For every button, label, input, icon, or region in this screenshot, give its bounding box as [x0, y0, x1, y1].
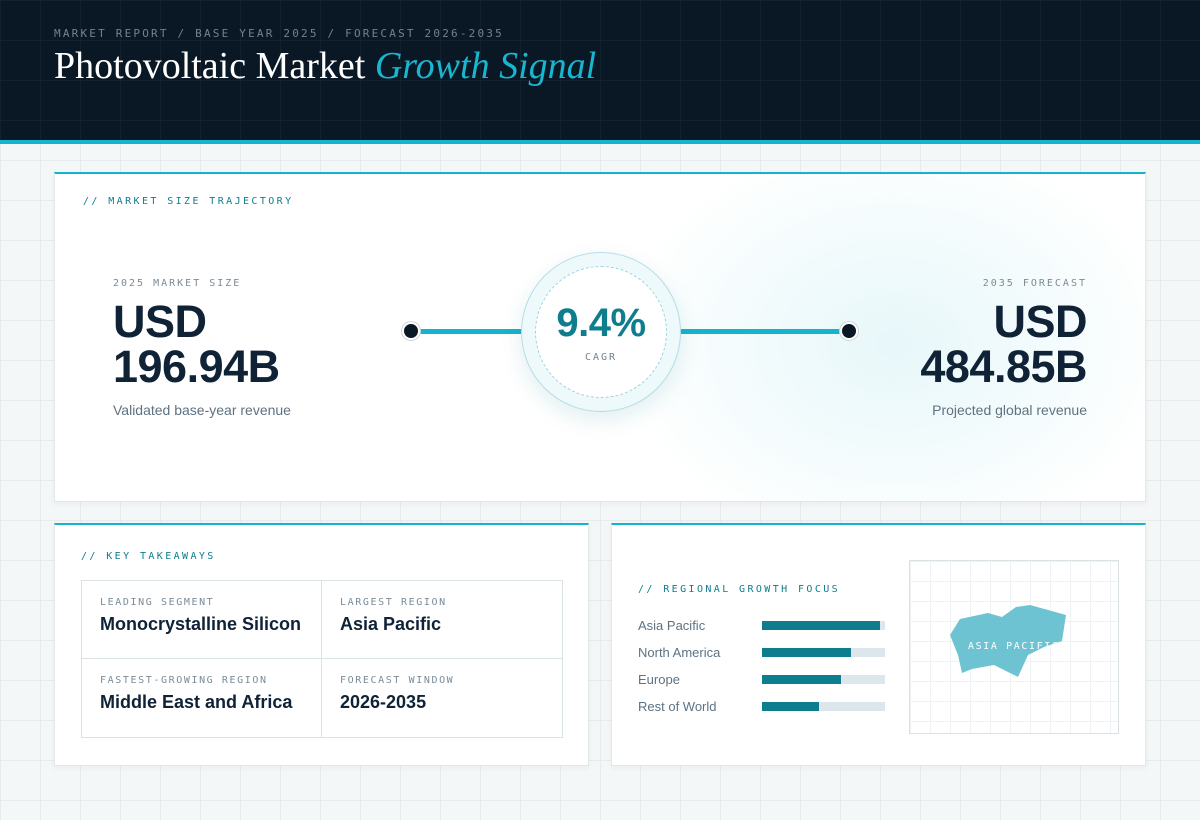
takeaway-value: Asia Pacific: [340, 614, 442, 634]
header-banner: MARKET REPORT / BASE YEAR 2025 / FORECAS…: [0, 0, 1200, 140]
takeaway-value: 2026-2035: [340, 692, 427, 712]
takeaway-leading-segment: LEADING SEGMENT Monocrystalline Silicon: [82, 581, 322, 659]
takeaway-label: LARGEST REGION: [340, 597, 447, 608]
takeaway-label: FORECAST WINDOW: [340, 675, 455, 686]
takeaway-fastest-growing-region: FASTEST-GROWING REGION Middle East and A…: [82, 659, 322, 737]
base-year-amount: 196.94B: [113, 341, 280, 392]
region-bar-track: [762, 702, 885, 711]
region-bar-fill: [762, 675, 841, 684]
region-bar-row: North America: [638, 639, 888, 666]
region-bar-fill: [762, 702, 819, 711]
cagr-badge: 9.4% CAGR: [521, 252, 681, 412]
breadcrumb: MARKET REPORT / BASE YEAR 2025 / FORECAS…: [54, 27, 504, 40]
base-year-note: Validated base-year revenue: [113, 402, 291, 418]
cagr-label: CAGR: [584, 352, 618, 363]
forecast-note: Projected global revenue: [932, 402, 1087, 418]
regional-bars: Asia Pacific North America Europe Rest of W…: [638, 612, 888, 720]
region-bar-fill: [762, 621, 881, 630]
forecast-currency: USD: [993, 296, 1087, 347]
forecast-value: USD 484.85B: [807, 299, 1087, 389]
region-bar-track: [762, 675, 885, 684]
base-year-label: 2025 MARKET SIZE: [113, 278, 242, 289]
base-year-metric: 2025 MARKET SIZE USD 196.94B Validated b…: [113, 278, 393, 418]
regional-growth-card: // REGIONAL GROWTH FOCUS Asia Pacific Nor…: [611, 523, 1146, 766]
region-bar-row: Europe: [638, 666, 888, 693]
region-map: ASIA PACIFIC: [909, 560, 1119, 734]
takeaway-label: LEADING SEGMENT: [100, 597, 215, 608]
cagr-inner-circle: 9.4% CAGR: [535, 266, 667, 398]
market-size-trajectory-card: // MARKET SIZE TRAJECTORY 2025 MARKET SI…: [54, 172, 1146, 502]
region-name: Rest of World: [638, 699, 717, 714]
forecast-amount: 484.85B: [920, 341, 1087, 392]
map-region-label: ASIA PACIFIC: [968, 641, 1060, 652]
takeaway-label: FASTEST-GROWING REGION: [100, 675, 268, 686]
region-name: North America: [638, 645, 721, 660]
title-main: Photovoltaic Market: [54, 45, 366, 87]
takeaway-value: Middle East and Africa: [100, 692, 293, 712]
page-title: Photovoltaic Market Growth Signal: [54, 44, 596, 88]
takeaway-value: Monocrystalline Silicon: [100, 614, 302, 634]
asia-pacific-shape: [950, 605, 1066, 677]
region-bar-track: [762, 648, 885, 657]
takeaways-section-label: // KEY TAKEAWAYS: [81, 551, 216, 562]
region-name: Asia Pacific: [638, 618, 706, 633]
regional-section-label: // REGIONAL GROWTH FOCUS: [638, 584, 841, 595]
cagr-value: 9.4%: [556, 301, 646, 345]
key-takeaways-card: // KEY TAKEAWAYS LEADING SEGMENT Monocry…: [54, 523, 589, 766]
header-accent-bar: [0, 140, 1200, 144]
background-glow: [615, 174, 1145, 501]
region-bar-row: Asia Pacific: [638, 612, 888, 639]
base-year-currency: USD: [113, 296, 207, 347]
base-year-value: USD 196.94B: [113, 299, 393, 389]
takeaway-forecast-window: FORECAST WINDOW 2026-2035: [322, 659, 562, 737]
end-node-dot: [840, 322, 858, 340]
takeaways-grid: LEADING SEGMENT Monocrystalline Silicon …: [81, 580, 563, 738]
region-bar-track: [762, 621, 885, 630]
takeaway-largest-region: LARGEST REGION Asia Pacific: [322, 581, 562, 659]
trajectory-section-label: // MARKET SIZE TRAJECTORY: [83, 196, 294, 207]
asia-pacific-map-icon: [950, 605, 1066, 677]
forecast-metric: 2035 FORECAST USD 484.85B Projected glob…: [807, 278, 1087, 418]
trajectory-line-left: [418, 329, 522, 334]
start-node-dot: [402, 322, 420, 340]
region-bar-row: Rest of World: [638, 693, 888, 720]
region-name: Europe: [638, 672, 680, 687]
title-accent: Growth Signal: [374, 45, 597, 87]
region-bar-fill: [762, 648, 851, 657]
trajectory-line-right: [680, 329, 852, 334]
forecast-label: 2035 FORECAST: [982, 278, 1087, 289]
